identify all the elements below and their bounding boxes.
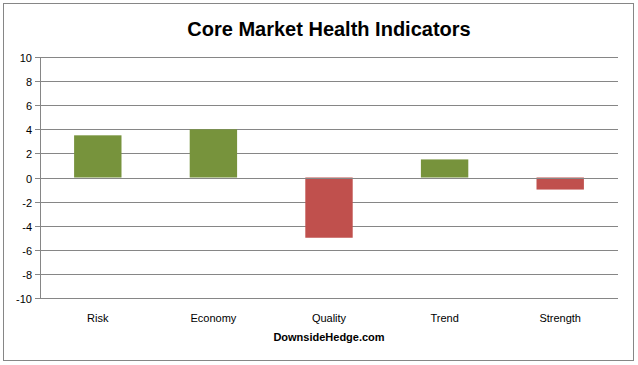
grid-line [40, 105, 618, 106]
y-tick-label: 4 [26, 124, 32, 136]
grid-line [40, 274, 618, 275]
grid-line [40, 81, 618, 82]
bar [537, 178, 584, 190]
x-tick-label: Risk [87, 312, 109, 324]
grid [35, 58, 618, 299]
grid-line [40, 57, 618, 58]
tick-mark [35, 250, 40, 251]
bar [305, 178, 352, 238]
bars [74, 129, 584, 237]
tick-mark [35, 202, 40, 203]
y-tick-label: -4 [22, 221, 32, 233]
y-tick-label: -8 [22, 269, 32, 281]
y-tick-label: -2 [22, 197, 32, 209]
grid-line [40, 250, 618, 251]
y-tick-label: -6 [22, 245, 32, 257]
bar [74, 135, 121, 177]
y-tick-label: -10 [16, 293, 32, 305]
x-axis-label: DownsideHedge.com [273, 331, 384, 343]
tick-mark [35, 226, 40, 227]
y-tick-label: 8 [26, 76, 32, 88]
tick-mark [35, 274, 40, 275]
grid-line [40, 153, 618, 154]
y-tick-label: 10 [20, 52, 32, 64]
tick-mark [35, 129, 40, 130]
y-axis [40, 57, 41, 298]
bar [421, 159, 468, 177]
grid-line [40, 129, 618, 130]
x-tick-label: Economy [190, 312, 236, 324]
bar [190, 129, 237, 177]
tick-mark [35, 105, 40, 106]
grid-line [40, 178, 618, 179]
chart: Core Market Health Indicators -10 -8 -6 -4 -2… [0, 0, 638, 365]
y-tick-label: 6 [26, 100, 32, 112]
grid-line [40, 298, 618, 299]
tick-mark [35, 178, 40, 179]
y-tick-label: 0 [26, 173, 32, 185]
tick-mark [35, 81, 40, 82]
chart-border [4, 4, 634, 361]
tick-mark [35, 153, 40, 154]
x-tick-label: Strength [539, 312, 581, 324]
title: Core Market Health Indicators [187, 18, 470, 40]
tick-mark [35, 298, 40, 299]
y-tick-label: 2 [26, 148, 32, 160]
x-tick-label: Quality [312, 312, 347, 324]
x-axis [40, 178, 618, 179]
tick-mark [35, 57, 40, 58]
x-tick-label: Trend [430, 312, 458, 324]
